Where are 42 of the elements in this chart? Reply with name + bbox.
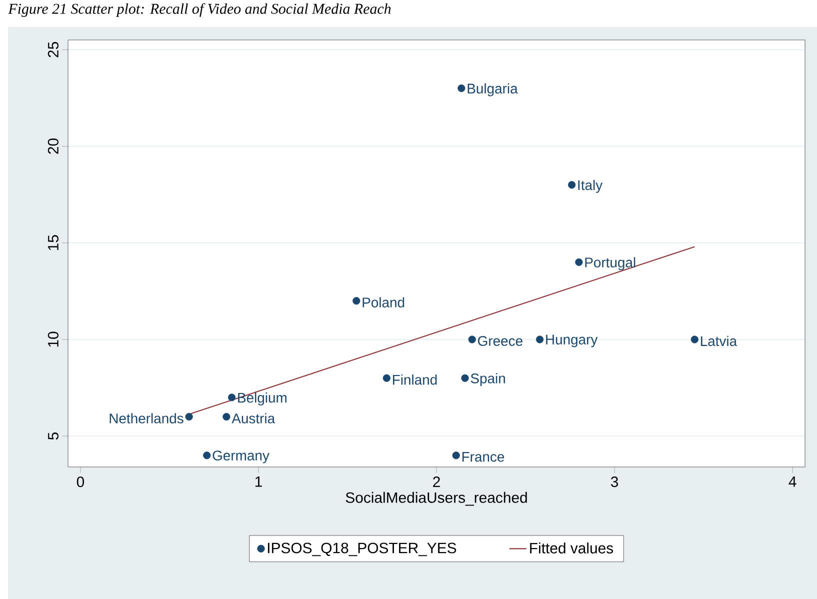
- point: [452, 452, 460, 460]
- annotation: Finland: [393, 374, 437, 385]
- annotation: Hungary: [546, 334, 598, 348]
- annotation: France: [462, 452, 504, 462]
- annotation: Italy: [578, 180, 603, 193]
- chart-title: Figure 21 Scatter plot: Recall of Video and Social Media Reach: [8, 3, 391, 17]
- legend-label: IPSOS_Q18_POSTER_YES: [268, 542, 456, 556]
- point: [458, 84, 466, 92]
- point: [690, 336, 698, 344]
- annotation: Bulgaria: [468, 83, 518, 96]
- point: [536, 336, 544, 344]
- x-tick-label: 0: [76, 476, 84, 488]
- annotation: Poland: [362, 297, 404, 308]
- y-tick-label: 20: [48, 138, 58, 154]
- annotation: Netherlands: [110, 413, 184, 424]
- legend-label: Fitted values: [530, 542, 614, 554]
- point: [461, 374, 469, 382]
- x-tick-label: 1: [255, 476, 262, 487]
- x-tick-label: 4: [788, 476, 796, 487]
- x-axis-title: SocialMediaUsers_reached: [346, 492, 527, 506]
- y-tick-label: 25: [48, 42, 58, 58]
- point: [352, 297, 360, 305]
- point: [382, 374, 390, 382]
- y-tick-label: 5: [48, 432, 58, 440]
- annotation: Germany: [212, 450, 270, 464]
- point: [568, 181, 576, 189]
- y-tick-label: 15: [48, 235, 58, 250]
- x-tick-label: 2: [433, 476, 440, 487]
- point: [222, 412, 230, 421]
- x-tick-label: 3: [610, 476, 618, 488]
- annotation: Greece: [478, 336, 522, 346]
- annotation: Belgium: [238, 392, 286, 406]
- point: [203, 452, 211, 460]
- point: [468, 336, 476, 344]
- annotation: Portugal: [585, 257, 636, 270]
- annotation: Austria: [232, 413, 276, 424]
- annotation: Latvia: [700, 336, 738, 346]
- point: [228, 394, 236, 402]
- point: [185, 412, 193, 421]
- y-tick-label: 10: [48, 332, 58, 347]
- point: [575, 258, 583, 266]
- annotation: Spain: [470, 373, 505, 386]
